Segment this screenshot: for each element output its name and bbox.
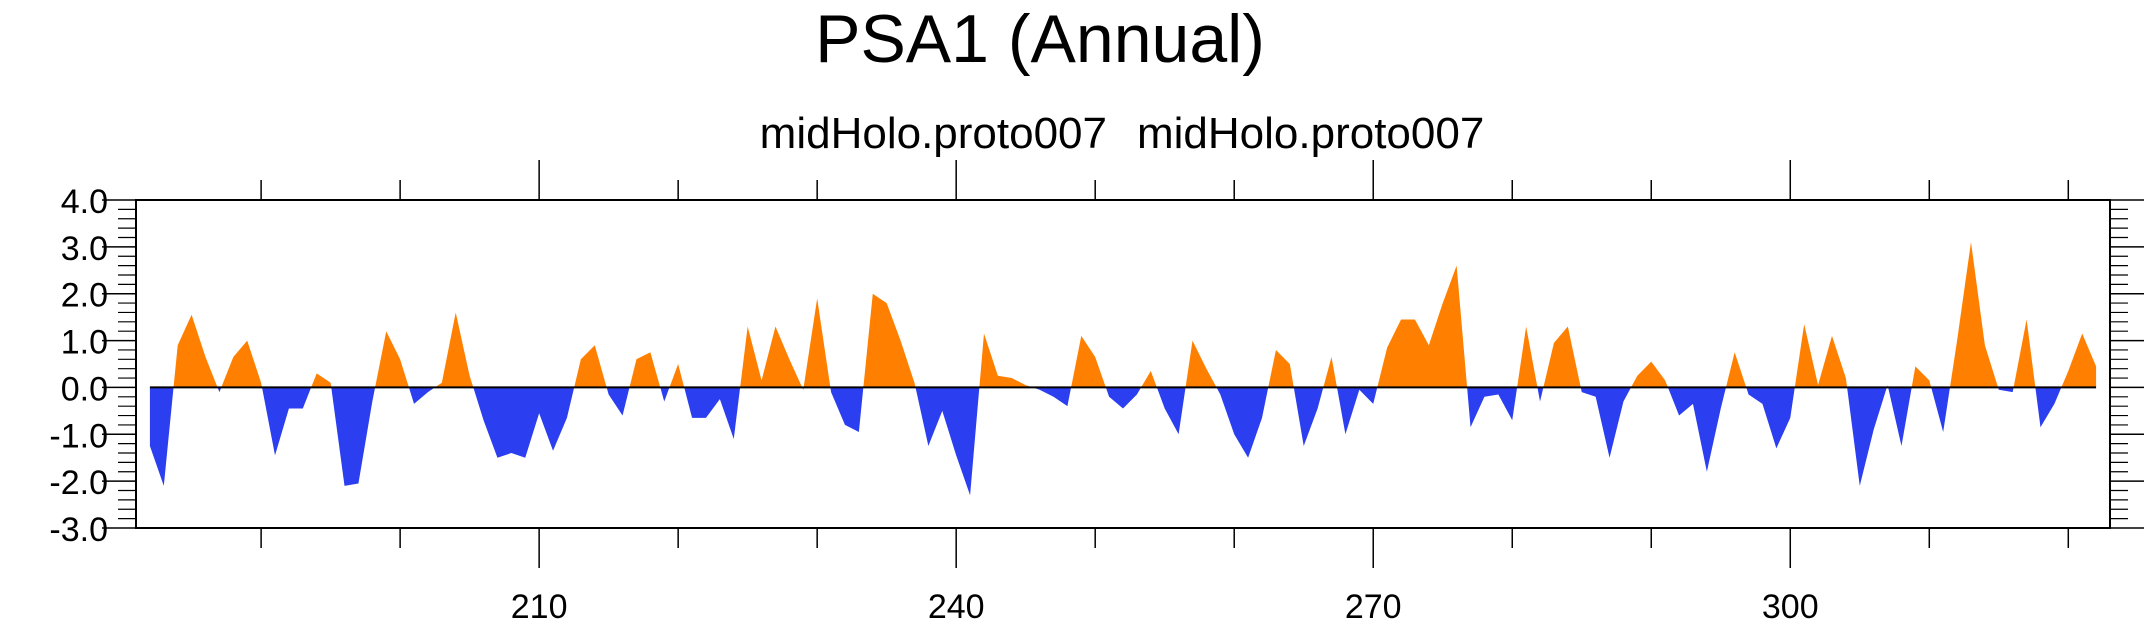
y-tick-label: -2.0: [49, 464, 108, 502]
positive-anomaly-area-33: [1323, 356, 1337, 388]
negative-anomaly-area-54: [2035, 387, 2062, 428]
positive-anomaly-area-25: [1071, 335, 1106, 388]
positive-anomaly-area-21: [863, 293, 916, 388]
negative-anomaly-area-24: [1032, 387, 1072, 407]
x-tick-label: 300: [1762, 588, 1819, 626]
negative-anomaly-area-0: [149, 387, 174, 486]
negative-anomaly-area-6: [331, 387, 376, 486]
positive-anomaly-area-55: [2061, 333, 2097, 388]
negative-anomaly-area-8: [408, 387, 435, 404]
positive-anomaly-area-35: [1377, 265, 1468, 388]
positive-anomaly-area-13: [629, 352, 661, 388]
x-tick-label: 270: [1345, 588, 1402, 626]
positive-anomaly-area-53: [2013, 319, 2036, 388]
negative-anomaly-area-46: [1847, 387, 1887, 486]
negative-anomaly-area-50: [1931, 387, 1950, 432]
x-tick-label: 240: [928, 588, 985, 626]
positive-anomaly-area-9: [434, 312, 474, 388]
negative-anomaly-area-44: [1746, 387, 1795, 449]
y-tick-label: 2.0: [61, 277, 108, 315]
chart-subtitle-right: midHolo.proto007: [1137, 109, 1484, 158]
negative-anomaly-area-28: [1156, 387, 1186, 435]
positive-anomaly-area-23: [979, 333, 1033, 388]
negative-anomaly-area-52: [1998, 387, 2014, 393]
positive-anomaly-area-51: [1949, 242, 1999, 388]
negative-anomaly-area-20: [830, 387, 864, 432]
negative-anomaly-area-2: [217, 387, 222, 393]
negative-anomaly-area-16: [684, 387, 741, 439]
y-tick-label: 1.0: [61, 324, 108, 362]
negative-anomaly-area-42: [1667, 387, 1726, 472]
positive-anomaly-area-15: [669, 364, 685, 388]
y-tick-label: 3.0: [61, 230, 108, 268]
positive-anomaly-area-37: [1517, 326, 1538, 388]
positive-anomaly-area-3: [221, 340, 263, 388]
negative-anomaly-area-48: [1888, 387, 1912, 446]
y-tick-label: 4.0: [61, 183, 108, 221]
anomaly-area-layer: [149, 242, 2097, 496]
negative-anomaly-area-14: [660, 387, 670, 402]
positive-anomaly-area-43: [1725, 352, 1747, 388]
positive-anomaly-area-19: [803, 298, 831, 388]
negative-anomaly-area-34: [1337, 387, 1378, 435]
negative-anomaly-area-26: [1105, 387, 1142, 409]
negative-anomaly-area-10: [473, 387, 575, 458]
chart-title: PSA1 (Annual): [815, 1, 1265, 77]
positive-anomaly-area-41: [1631, 361, 1668, 388]
axes: 4.0 3.0 2.0 1.0 0.0 -1.0 -2.0 -3.0 210 240 270 300: [49, 160, 2144, 626]
negative-anomaly-area-22: [915, 387, 980, 496]
positive-anomaly-area-17: [740, 326, 803, 388]
negative-anomaly-area-32: [1293, 387, 1324, 446]
positive-anomaly-area-5: [311, 373, 332, 388]
positive-anomaly-area-31: [1268, 349, 1294, 388]
y-tick-label: -1.0: [49, 417, 108, 455]
positive-anomaly-area-29: [1185, 340, 1217, 388]
y-tick-label: -3.0: [49, 511, 108, 549]
positive-anomaly-area-11: [574, 345, 607, 388]
negative-anomaly-area-36: [1467, 387, 1518, 428]
negative-anomaly-area-4: [262, 387, 312, 456]
negative-anomaly-area-12: [606, 387, 630, 416]
positive-anomaly-area-49: [1911, 366, 1932, 388]
positive-anomaly-area-39: [1543, 326, 1581, 388]
chart-subtitle-left: midHolo.proto007: [760, 109, 1107, 158]
x-tick-label: 210: [511, 588, 568, 626]
positive-anomaly-area-1: [173, 314, 218, 388]
negative-anomaly-area-40: [1580, 387, 1632, 458]
plot-frame: [135, 199, 2111, 529]
positive-anomaly-area-45: [1794, 324, 1848, 388]
negative-anomaly-area-30: [1216, 387, 1269, 458]
positive-anomaly-area-7: [375, 331, 409, 388]
negative-anomaly-area-38: [1537, 387, 1544, 402]
positive-anomaly-area-27: [1141, 371, 1157, 388]
y-tick-label: 0.0: [61, 370, 108, 408]
